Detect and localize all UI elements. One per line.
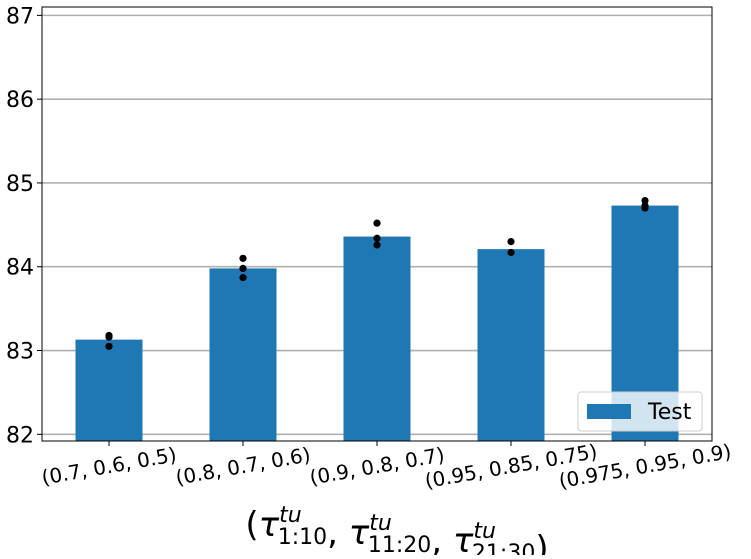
bar: [343, 236, 411, 441]
y-tick-label: 84: [6, 256, 34, 281]
x-label-sup: tu: [473, 519, 496, 544]
run-point: [373, 219, 381, 227]
x-label-sub: 1:10: [278, 525, 327, 550]
x-label-close: ): [535, 529, 548, 555]
bar: [75, 339, 143, 441]
run-point: [239, 254, 247, 262]
bar: [477, 249, 545, 441]
run-point: [239, 264, 247, 273]
y-tick-label: 82: [6, 423, 34, 448]
x-label-sep: ,: [431, 521, 442, 555]
x-tick-label: (0.7, 0.6, 0.5): [40, 442, 179, 489]
axes-frame: [41, 6, 713, 442]
x-label-sep: ,: [327, 513, 338, 553]
run-point: [507, 248, 515, 257]
y-tick-label: 83: [6, 340, 34, 365]
x-label-symbol: τ: [453, 521, 474, 555]
run-point: [641, 196, 649, 205]
x-label-sub: 11:20: [368, 533, 431, 555]
legend-swatch: [587, 404, 631, 419]
run-point: [105, 342, 113, 350]
run-point: [641, 204, 649, 212]
run-point: [373, 234, 381, 242]
run-point: [373, 241, 381, 249]
y-tick-label: 87: [6, 4, 34, 29]
y-tick-label: 86: [6, 88, 34, 113]
x-label-symbol: τ: [349, 513, 370, 553]
y-tick-label: 85: [6, 172, 34, 197]
run-point: [507, 237, 515, 246]
x-tick-label: (0.8, 0.7, 0.6): [174, 442, 313, 489]
x-label-open: (: [245, 505, 258, 545]
legend: Test: [577, 391, 703, 432]
bar: [209, 268, 277, 441]
x-axis-label: (τtu 1:10, τtu 11:20, τtu 21:30): [245, 503, 548, 555]
legend-label: Test: [647, 400, 692, 425]
x-label-sub: 21:30: [472, 541, 535, 555]
legend-box: [577, 391, 703, 432]
x-label-sup: tu: [369, 511, 392, 536]
x-label-sup: tu: [279, 503, 302, 528]
run-point: [105, 333, 113, 341]
run-point: [239, 274, 247, 282]
x-label-symbol: τ: [259, 505, 280, 545]
